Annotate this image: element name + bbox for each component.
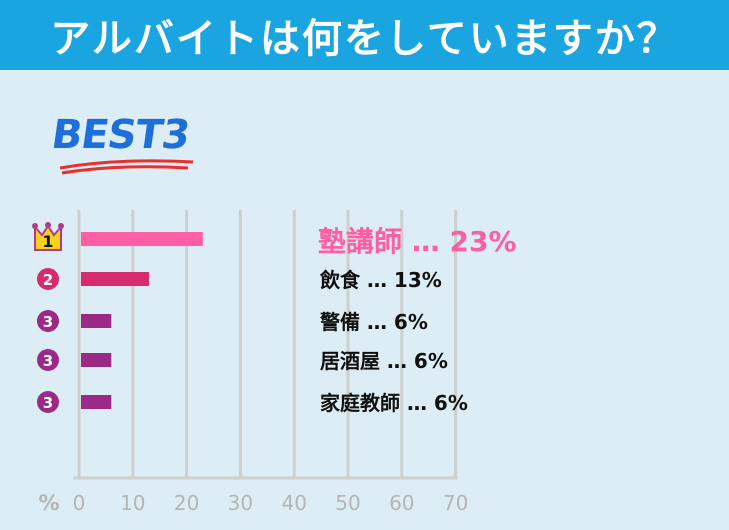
category-label: 家庭教師 … 6%	[320, 391, 468, 415]
rank-number: 2	[43, 271, 53, 289]
x-tick-label: 70	[443, 491, 468, 515]
category-label: 飲食 … 13%	[319, 268, 442, 292]
x-tick-label: 20	[174, 491, 199, 515]
bar	[81, 395, 112, 409]
bar	[81, 353, 112, 367]
x-tick-label: 0	[73, 491, 86, 515]
rank-badge	[37, 310, 59, 332]
best3-underline	[59, 159, 194, 175]
category-label: 居酒屋 … 6%	[320, 349, 448, 373]
category-label: 塾講師 … 23%	[318, 225, 517, 258]
x-tick-label: 60	[389, 491, 414, 515]
bar	[81, 232, 203, 246]
x-tick-label: 30	[228, 491, 253, 515]
crown-icon	[34, 224, 62, 251]
category-label: 警備 … 6%	[320, 310, 428, 334]
rank-number: 3	[43, 394, 53, 412]
crown-jewel	[58, 223, 64, 229]
bar	[81, 272, 149, 286]
crown-jewel	[45, 222, 51, 228]
crown-jewel	[32, 223, 38, 229]
rank-number: 3	[43, 313, 53, 331]
x-axis-label: %	[38, 491, 59, 515]
x-tick-label: 10	[120, 491, 145, 515]
x-tick-label: 50	[335, 491, 360, 515]
rank-badge	[37, 349, 59, 371]
rank-number: 1	[42, 232, 53, 251]
rank-number: 3	[43, 352, 53, 370]
x-tick-label: 40	[281, 491, 306, 515]
rank-badge	[37, 391, 59, 413]
page-title: アルバイトは何をしていますか？	[0, 0, 729, 70]
rank-badge	[37, 268, 59, 290]
bar	[81, 314, 112, 328]
